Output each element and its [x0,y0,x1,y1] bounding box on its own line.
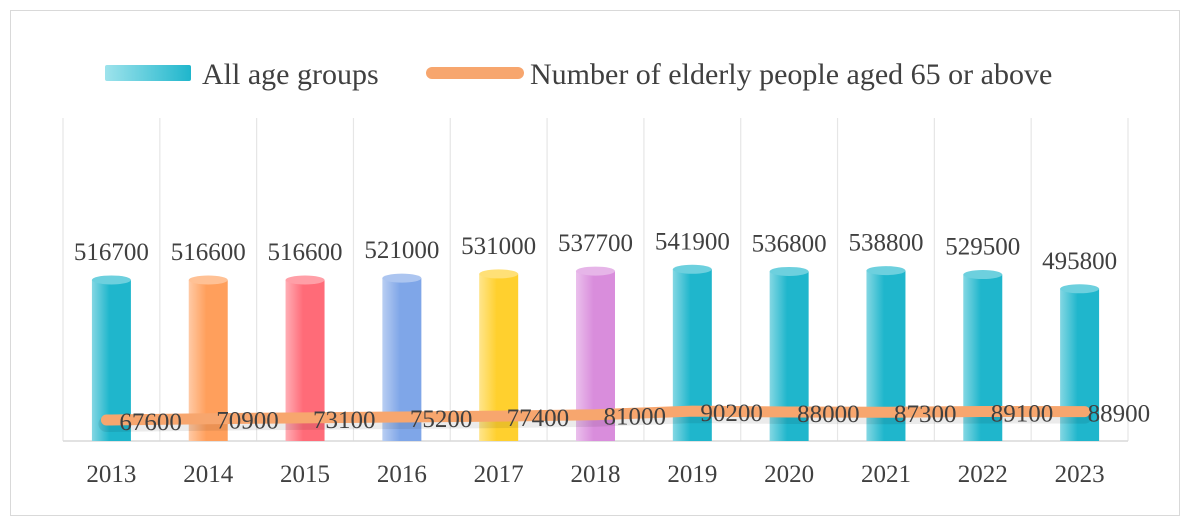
bar-value-label: 538800 [848,230,923,257]
bar-cap-2014 [188,275,228,285]
bar-value-label: 516600 [171,239,246,266]
bar-value-label: 536800 [752,230,827,257]
legend-label-all-age-groups: All age groups [202,58,379,91]
bar-cap-2017 [479,269,519,279]
bar-cap-2019 [672,264,712,274]
bar-value-label: 516700 [74,239,149,266]
legend-label-elderly: Number of elderly people aged 65 or abov… [530,58,1052,91]
line-value-label: 90200 [700,400,763,427]
x-tick-2022: 2022 [958,461,1008,488]
bar-2013 [91,279,131,441]
line-elderly [100,405,1091,426]
x-tick-2023: 2023 [1055,461,1105,488]
line-series [98,405,1093,432]
bar-value-label: 521000 [364,237,439,264]
bar-value-label: 495800 [1042,248,1117,275]
x-tick-2020: 2020 [764,461,814,488]
line-value-label: 88000 [797,401,860,428]
x-tick-2013: 2013 [86,461,136,488]
bar-labels: 516700 516600 516600 521000 531000 537700 5419… [74,228,1117,275]
bar-cap-2018 [576,266,615,276]
x-tick-2021: 2021 [861,461,911,488]
x-tick-2016: 2016 [377,461,427,488]
grid [62,118,1129,441]
line-value-label: 67600 [119,409,182,436]
x-tick-2019: 2019 [667,461,717,488]
bar-value-label: 541900 [655,228,730,255]
line-value-label: 89100 [991,401,1054,428]
line-value-label: 87300 [894,401,957,428]
legend-swatch-all-age-groups [105,65,191,81]
x-tick-2014: 2014 [183,461,234,488]
bar-cap-2022 [963,270,1003,280]
line-labels: 67600 70900 73100 75200 77400 81000 90200 88000… [119,400,1150,436]
bar-cap-2023 [1060,284,1100,294]
bar-value-label: 537700 [558,230,633,257]
line-value-label: 70900 [216,408,279,435]
x-tick-2015: 2015 [280,461,330,488]
bar-value-label: 529500 [945,234,1020,261]
line-value-label: 81000 [604,404,667,431]
x-tick-labels: 2013 2014 2015 2016 2017 2018 2019 2020 2021 2022… [86,461,1104,488]
x-tick-2018: 2018 [571,461,621,488]
legend: All age groups Number of elderly people … [105,58,1052,91]
bar-value-label: 531000 [461,233,536,260]
x-tick-2017: 2017 [474,461,524,488]
bar-cap-2021 [866,266,906,276]
line-value-label: 73100 [313,407,376,434]
bar-cap-2020 [769,266,809,276]
line-value-label: 75200 [410,406,473,433]
bar-cap-2013 [91,275,131,285]
bar-cap-2016 [382,273,422,283]
bar-cap-2015 [285,275,325,285]
bar-value-label: 516600 [268,239,343,266]
line-value-label: 77400 [507,405,570,432]
line-value-label: 88900 [1088,401,1151,428]
